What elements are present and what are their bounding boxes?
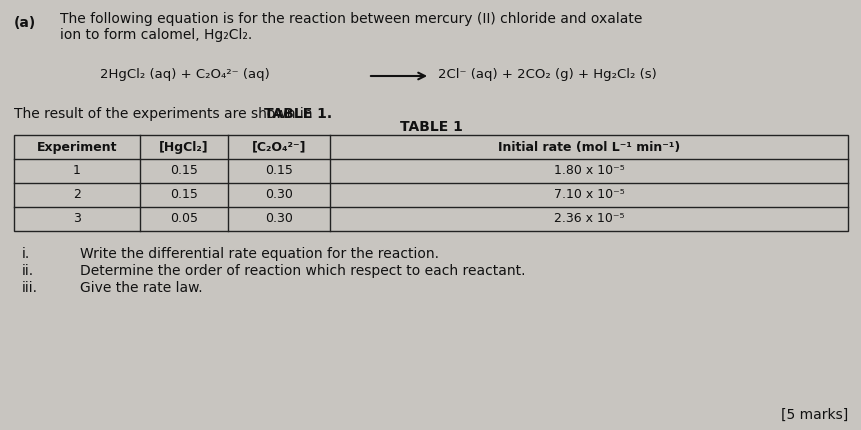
Text: 0.30: 0.30 — [264, 212, 293, 225]
Text: 0.15: 0.15 — [170, 188, 198, 202]
Text: 2.36 x 10⁻⁵: 2.36 x 10⁻⁵ — [553, 212, 623, 225]
Text: TABLE 1.: TABLE 1. — [264, 107, 332, 121]
Text: Determine the order of reaction which respect to each reactant.: Determine the order of reaction which re… — [80, 264, 525, 278]
Text: Give the rate law.: Give the rate law. — [80, 281, 202, 295]
Text: 1: 1 — [73, 165, 81, 178]
Text: 2HgCl₂ (aq) + C₂O₄²⁻ (aq): 2HgCl₂ (aq) + C₂O₄²⁻ (aq) — [100, 68, 269, 81]
Text: 0.05: 0.05 — [170, 212, 198, 225]
Text: 2: 2 — [73, 188, 81, 202]
Text: The result of the experiments are shown in: The result of the experiments are shown … — [14, 107, 317, 121]
Text: 0.30: 0.30 — [264, 188, 293, 202]
Text: Initial rate (mol L⁻¹ min⁻¹): Initial rate (mol L⁻¹ min⁻¹) — [498, 141, 679, 154]
Text: 2Cl⁻ (aq) + 2CO₂ (g) + Hg₂Cl₂ (s): 2Cl⁻ (aq) + 2CO₂ (g) + Hg₂Cl₂ (s) — [437, 68, 656, 81]
Text: [C₂O₄²⁻]: [C₂O₄²⁻] — [251, 141, 306, 154]
Text: iii.: iii. — [22, 281, 38, 295]
Text: ii.: ii. — [22, 264, 34, 278]
Text: i.: i. — [22, 247, 30, 261]
Text: 3: 3 — [73, 212, 81, 225]
Text: [5 marks]: [5 marks] — [780, 408, 847, 422]
Text: [HgCl₂]: [HgCl₂] — [159, 141, 208, 154]
Text: Write the differential rate equation for the reaction.: Write the differential rate equation for… — [80, 247, 438, 261]
Text: TABLE 1: TABLE 1 — [400, 120, 461, 134]
Text: 1.80 x 10⁻⁵: 1.80 x 10⁻⁵ — [553, 165, 623, 178]
Text: (a): (a) — [14, 16, 36, 30]
Text: 7.10 x 10⁻⁵: 7.10 x 10⁻⁵ — [553, 188, 623, 202]
Text: 0.15: 0.15 — [170, 165, 198, 178]
Bar — [14, 135, 847, 231]
Text: ion to form calomel, Hg₂Cl₂.: ion to form calomel, Hg₂Cl₂. — [60, 28, 252, 42]
Text: The following equation is for the reaction between mercury (II) chloride and oxa: The following equation is for the reacti… — [60, 12, 641, 26]
Text: Experiment: Experiment — [37, 141, 117, 154]
Text: 0.15: 0.15 — [264, 165, 293, 178]
